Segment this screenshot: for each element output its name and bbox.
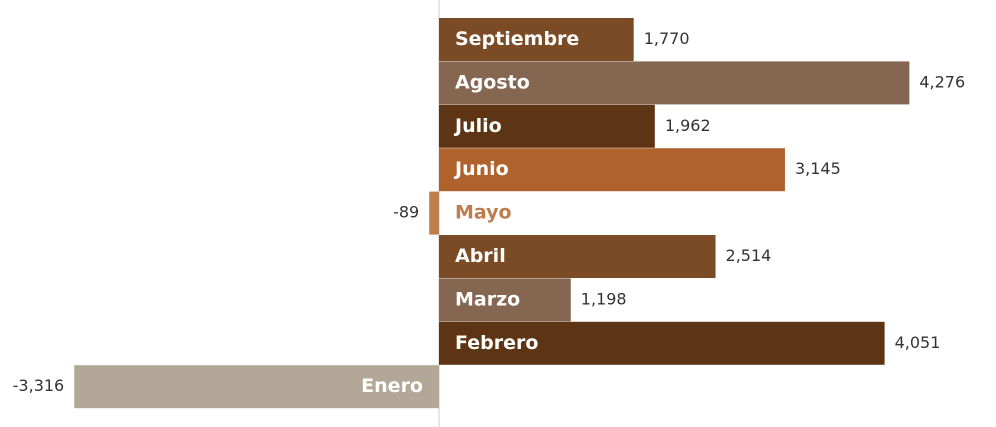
- bar: [439, 18, 634, 61]
- value-label: 3,145: [795, 159, 841, 178]
- category-label: Septiembre: [455, 28, 579, 50]
- category-label: Mayo: [455, 202, 512, 224]
- category-label: Julio: [453, 115, 502, 137]
- bar: [439, 278, 571, 322]
- bar: [74, 365, 440, 409]
- category-label: Enero: [361, 375, 423, 397]
- bar: [439, 148, 785, 192]
- category-label: Abril: [455, 245, 506, 267]
- value-label: 4,051: [895, 333, 941, 352]
- category-label: Junio: [453, 158, 509, 180]
- value-label: -89: [393, 203, 419, 222]
- value-label: 1,962: [665, 116, 711, 135]
- value-label: 4,276: [919, 72, 965, 91]
- value-label: -3,316: [13, 376, 65, 395]
- bar: [429, 191, 439, 235]
- value-label: 1,198: [581, 289, 627, 308]
- bar: [439, 61, 910, 105]
- value-label: 2,514: [726, 246, 772, 265]
- bar: [439, 321, 885, 365]
- category-label: Agosto: [455, 71, 530, 93]
- category-label: Febrero: [455, 332, 538, 354]
- value-label: 1,770: [644, 29, 690, 48]
- category-label: Marzo: [455, 288, 520, 310]
- bar: [439, 104, 655, 148]
- bar: [439, 235, 716, 278]
